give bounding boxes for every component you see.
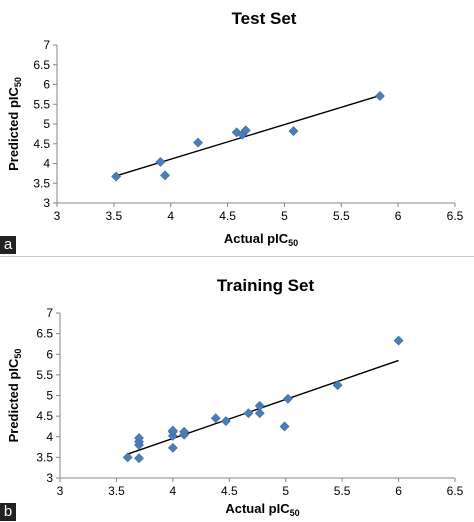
y-tick-label: 4.5 [36, 409, 53, 423]
data-point [155, 156, 166, 167]
x-tick-label: 3 [54, 209, 61, 223]
data-point [134, 453, 144, 464]
y-tick-label: 4.5 [33, 137, 50, 151]
data-point [375, 91, 385, 101]
x-tick-label: 5 [281, 209, 288, 223]
data-point [210, 413, 221, 424]
x-tick-label: 6.5 [447, 484, 464, 498]
data-point [243, 408, 254, 419]
y-tick-label: 3 [43, 196, 50, 210]
y-tick-label: 3.5 [33, 176, 50, 190]
data-point [167, 442, 178, 453]
x-axis-label: Actual pIC50 [224, 231, 298, 248]
y-tick-label: 4 [43, 157, 50, 171]
y-tick-label: 5 [46, 389, 53, 403]
x-tick-label: 3.5 [106, 209, 123, 223]
data-point [179, 426, 190, 437]
panel-label-b: b [0, 503, 16, 521]
data-point [283, 393, 293, 404]
y-tick-label: 6 [43, 78, 50, 92]
data-point [279, 421, 290, 432]
y-tick-label: 7 [43, 38, 50, 52]
data-point [220, 416, 231, 426]
x-tick-label: 4 [167, 209, 174, 223]
data-point [167, 425, 178, 436]
x-tick-label: 6.5 [447, 209, 464, 223]
data-point [332, 380, 343, 391]
chart-1: Test Set 3 3.5 4 4.5 5 5.5 6 6.5 3 3.5 4 4.5 5 5.5 6 6.5… [6, 9, 464, 248]
x-tick-label: 5 [282, 484, 289, 498]
chart-title: Training Set [217, 276, 315, 295]
x-tick-label: 5.5 [334, 484, 351, 498]
y-tick-label: 3 [46, 471, 53, 485]
x-tick-label: 4.5 [221, 484, 238, 498]
data-point [122, 452, 133, 463]
chart-title: Test Set [232, 9, 297, 28]
y-axis-label: Predicted pIC50 [6, 349, 23, 443]
data-point [111, 171, 122, 182]
y-tick-label: 6.5 [36, 327, 53, 341]
x-tick-label: 6 [395, 484, 402, 498]
y-tick-label: 7 [46, 306, 53, 320]
data-point [254, 400, 265, 411]
y-tick-label: 5.5 [33, 97, 50, 111]
trendline [113, 94, 382, 178]
data-point [288, 126, 299, 137]
data-point [240, 125, 251, 136]
x-tick-label: 3 [57, 484, 64, 498]
x-tick-label: 6 [395, 209, 402, 223]
data-point [393, 335, 404, 346]
data-point [134, 433, 144, 443]
x-tick-label: 3.5 [108, 484, 125, 498]
data-point [254, 408, 265, 419]
panel-label-a: a [0, 236, 16, 254]
data-point [193, 137, 203, 148]
y-tick-label: 6 [46, 347, 53, 361]
x-axis-label: Actual pIC50 [225, 501, 299, 518]
y-tick-label: 5.5 [36, 368, 53, 382]
y-tick-label: 3.5 [36, 450, 53, 464]
y-tick-label: 6.5 [33, 58, 50, 72]
chart-2: Training Set 3 3.5 4 4.5 5 5.5 6 6.5 3 3.5 4 4.5 5 5.5… [6, 276, 464, 518]
x-tick-label: 4 [170, 484, 177, 498]
panel-divider [0, 256, 474, 257]
data-point [160, 170, 170, 181]
y-tick-label: 5 [43, 117, 50, 131]
x-tick-label: 4.5 [219, 209, 236, 223]
x-tick-label: 5.5 [333, 209, 350, 223]
y-tick-label: 4 [46, 430, 53, 444]
y-axis-label: Predicted pIC50 [6, 77, 23, 171]
